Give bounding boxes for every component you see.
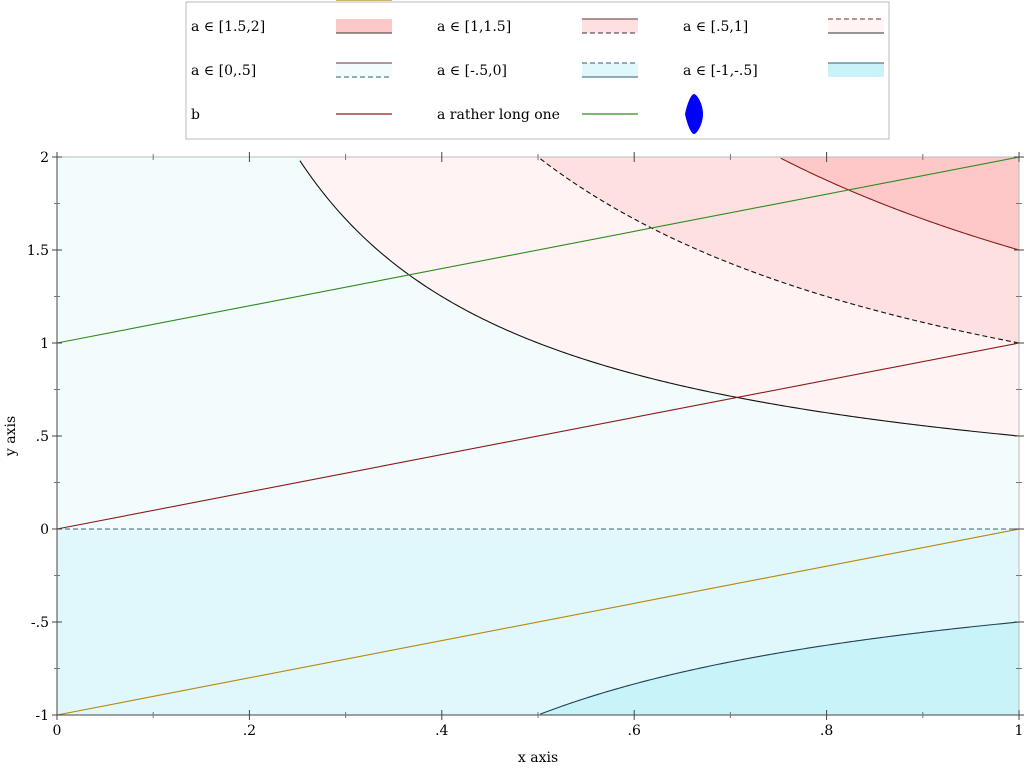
band-boundary-curve [780,157,1020,251]
series-line-1 [56,156,1020,344]
legend-box [185,1,890,140]
legend-swatch [336,63,392,77]
y-tick-label: 1 [40,336,49,352]
legend-swatch [582,63,638,77]
band-area-2 [57,157,1019,436]
band-area-5 [57,622,1019,715]
y-tick-label: 0 [40,522,49,538]
y-tick-label: 1.5 [27,243,49,259]
x-tick-label: 1 [1015,723,1024,739]
x-tick-label: .2 [243,723,256,739]
lines-layer [56,156,1020,716]
legend-layer: a ∈ [1.5,2] a ∈ [1,1.5] a ∈ [.5,1] a ∈ [0,.… [185,0,890,140]
x-tick-label: 0 [53,723,62,739]
legend-symbol-band-2 [828,18,884,34]
legend-symbol-band-0 [336,19,392,34]
legend-label-band-0: a ∈ [1.5,2] [191,19,265,35]
legend-swatch [828,63,884,77]
legend-label-band-1: a ∈ [1,1.5] [437,19,511,35]
x-axis-label: x axis [518,750,558,766]
legend-symbol-band-4 [582,62,638,78]
x-tick-label: .4 [435,723,448,739]
legend-blue-shape-icon [685,94,703,134]
legend-label-series-1: a rather long one [437,107,560,123]
band-boundary-curve [299,160,1020,437]
band-area-0 [57,157,1019,250]
series-line-2 [56,528,1020,716]
band-boundary-curve [540,158,1020,344]
legend-symbol-band-3 [336,62,392,78]
band-boundary-curve [540,621,1020,715]
legend-symbol-band-5 [828,62,884,77]
x-tick-label: .6 [628,723,641,739]
y-tick-label: .5 [36,429,49,445]
legend-swatch [582,19,638,33]
legend-label-band-3: a ∈ [0,.5] [191,63,256,79]
legend-label-band-5: a ∈ [-1,-.5] [683,63,758,79]
y-tick-label: -.5 [31,615,49,631]
y-tick-label: -1 [35,708,49,724]
legend-label-band-2: a ∈ [.5,1] [683,19,748,35]
legend-label-series-0: b [191,107,200,123]
legend-label-band-4: a ∈ [-.5,0] [437,63,507,79]
legend-swatch [828,19,884,33]
y-tick-label: 2 [40,150,49,166]
x-tick-label: .8 [820,723,833,739]
series-line-0 [56,342,1020,530]
y-axis-label: y axis [3,416,19,457]
legend-symbol-band-1 [582,18,638,34]
legend-swatch [336,19,392,33]
axes-layer: 0 .2 .4 .6 .8 1 -1 -.5 0 .5 1 1.5 2 x axis y axis [3,150,1024,766]
